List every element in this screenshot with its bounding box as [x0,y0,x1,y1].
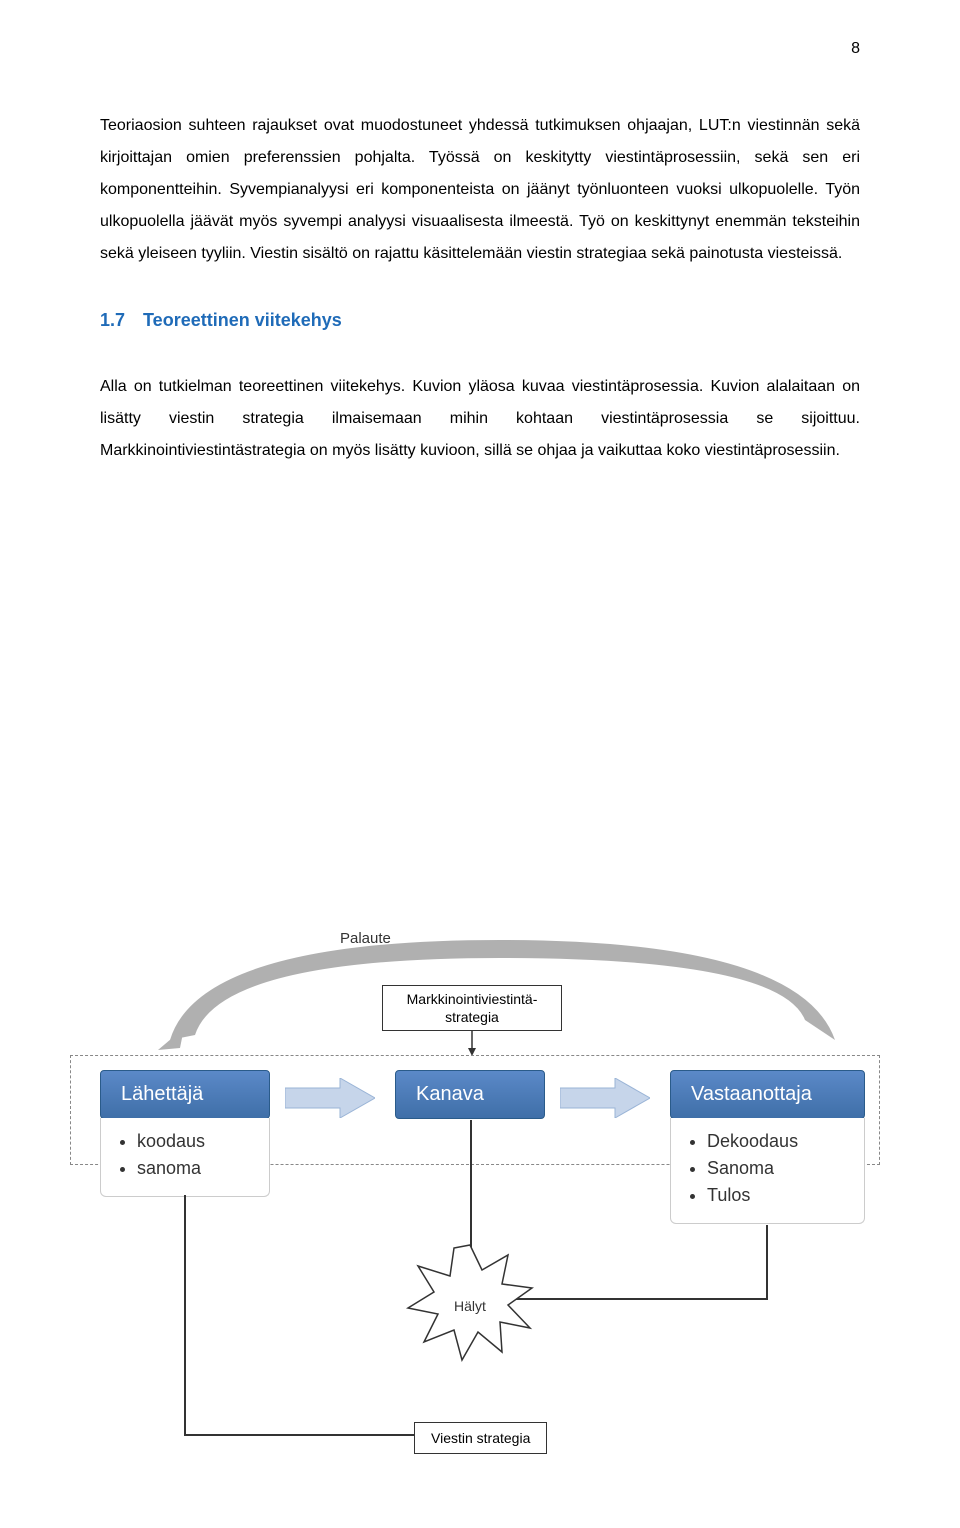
message-strategy-label: Viestin strategia [431,1430,530,1446]
sender-box: Lähettäjä [100,1070,270,1119]
receiver-bullet-3: Tulos [707,1182,848,1209]
sender-bullet-2: sanoma [137,1155,253,1182]
marketing-strategy-box: Markkinointiviestintä-strategia [382,985,562,1031]
sender-label: Lähettäjä [121,1083,203,1105]
arrow-channel-to-receiver [560,1078,650,1118]
receiver-bullets: Dekoodaus Sanoma Tulos [670,1118,865,1224]
marketing-strategy-line1: Markkinointiviestintä-strategia [407,991,538,1025]
paragraph-1: Teoriaosion suhteen rajaukset ovat muodo… [100,110,860,270]
receiver-bullet-1: Dekoodaus [707,1128,848,1155]
page-number: 8 [851,40,860,58]
receiver-bullet-2: Sanoma [707,1155,848,1182]
conn-receiver-left [510,1298,767,1300]
conn-receiver-down [766,1225,768,1300]
receiver-box: Vastaanottaja [670,1070,865,1119]
receiver-label: Vastaanottaja [691,1083,812,1105]
conn-channel-to-noise [470,1120,472,1260]
feedback-label: Palaute [340,930,391,947]
channel-label: Kanava [416,1083,484,1105]
paragraph-2: Alla on tutkielman teoreettinen viitekeh… [100,371,860,467]
conn-sender-to-strategy-h [184,1434,414,1436]
message-strategy-box: Viestin strategia [414,1422,547,1454]
sender-bullet-1: koodaus [137,1128,253,1155]
arrow-sender-to-channel [285,1078,375,1118]
sender-bullets: koodaus sanoma [100,1118,270,1197]
noise-label: Hälyt [454,1298,486,1314]
conn-sender-to-strategy-v [184,1195,186,1435]
channel-box: Kanava [395,1070,545,1119]
body-text: Teoriaosion suhteen rajaukset ovat muodo… [100,110,860,495]
strategy-connector [466,1030,478,1056]
section-heading: 1.7 Teoreettinen viitekehys [100,310,860,331]
framework-diagram: Palaute Markkinointiviestintä-strategia … [60,920,900,1470]
